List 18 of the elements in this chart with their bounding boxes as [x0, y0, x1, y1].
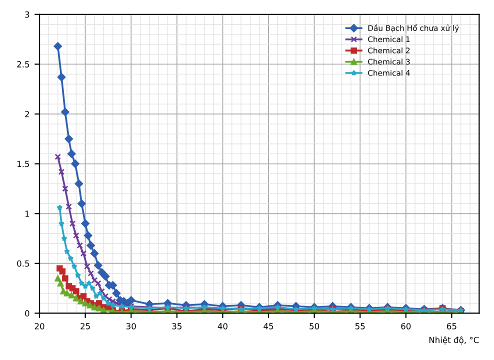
y-tick-label: 3 — [25, 11, 30, 18]
y-tick-label: 0.5 — [17, 260, 30, 267]
x-tick-label: 20 — [34, 323, 44, 330]
x-tick-label: 25 — [80, 323, 90, 330]
y-tick-label: 2 — [25, 110, 29, 118]
y-tick-label: 2.5 — [17, 61, 30, 68]
x-tick-label: 50 — [310, 323, 320, 330]
x-tick-label: 45 — [264, 323, 274, 330]
x-axis-title: Nhiệt độ, °C — [429, 336, 479, 345]
y-tick-label: 1.5 — [17, 160, 30, 168]
x-tick-label: 60 — [401, 323, 411, 330]
y-tick-label: 1 — [25, 210, 30, 217]
x-tick-label: 30 — [126, 323, 136, 330]
y-tick-label: 0 — [25, 310, 30, 316]
x-tick-label: 40 — [218, 323, 228, 330]
x-tick-label: 35 — [172, 323, 182, 330]
x-tick-label: 55 — [355, 323, 365, 330]
x-tick-label: 65 — [446, 323, 456, 330]
